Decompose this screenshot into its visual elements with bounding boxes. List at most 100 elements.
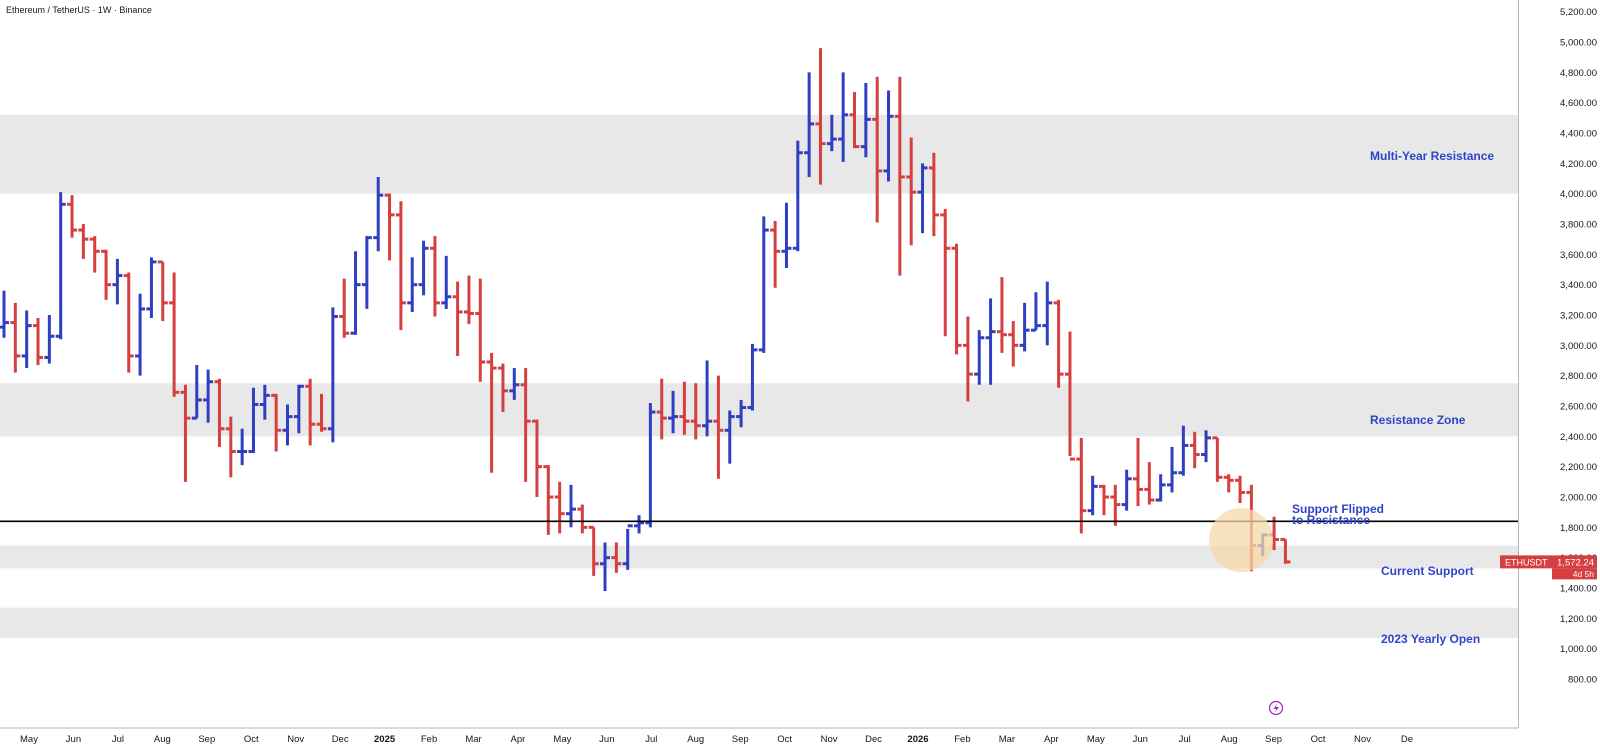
label-multi-year-resistance: Multi-Year Resistance — [1370, 149, 1494, 163]
time-tick-label: May — [20, 734, 38, 745]
price-tick-label: 1,000.00 — [1560, 644, 1597, 655]
ohlc-bar — [1155, 474, 1166, 502]
ohlc-bar — [395, 201, 406, 331]
price-tick-label: 1,200.00 — [1560, 614, 1597, 625]
price-tick-label: 2,000.00 — [1560, 493, 1597, 504]
ohlc-bar — [407, 257, 418, 312]
ohlc-bar — [985, 298, 996, 385]
label-resistance-zone: Resistance Zone — [1370, 413, 1466, 427]
ohlc-bar — [1087, 475, 1098, 516]
price-tick-label: 3,800.00 — [1560, 220, 1597, 231]
ohlc-bar — [1121, 469, 1132, 511]
ohlc-bar — [815, 48, 826, 185]
ohlc-bar — [418, 240, 429, 296]
time-tick-label: Apr — [511, 734, 526, 745]
symbol-title[interactable]: Ethereum / TetherUS · 1W · Binance — [6, 5, 152, 15]
lightning-icon — [1268, 700, 1284, 716]
ohlc-bar — [67, 195, 78, 238]
ohlc-bar — [509, 368, 520, 400]
ohlc-bar — [475, 278, 486, 382]
time-tick-label: Oct — [244, 734, 259, 745]
lightning-icon-bolt — [1273, 703, 1279, 713]
price-tag-bg — [1500, 555, 1597, 569]
countdown-bg — [1552, 568, 1597, 580]
time-tick-label: Feb — [954, 734, 970, 745]
ohlc-bar — [554, 481, 565, 534]
ohlc-bar — [373, 176, 384, 252]
time-tick-label: Jun — [1133, 734, 1148, 745]
overlay-layer: Multi-Year Resistance Resistance Zone Supp… — [0, 149, 1518, 646]
zone-band-4 — [0, 607, 1518, 639]
ohlc-bar — [78, 224, 89, 259]
ohlc-bar — [906, 137, 917, 246]
ohlc-bar — [849, 92, 860, 149]
ohlc-bar — [225, 416, 236, 478]
zone-band-1 — [0, 114, 1518, 194]
ohlc-bar — [463, 275, 474, 325]
ohlc-bar — [180, 384, 191, 482]
ohlc-bar — [758, 216, 769, 353]
time-axis[interactable]: May Jun Jul Aug Sep Oct Nov Dec 2025 Feb Mar Apr May… — [0, 700, 1518, 746]
ohlc-bar — [271, 393, 282, 452]
ohlc-bar — [452, 281, 463, 356]
time-tick-label: Nov — [287, 734, 304, 745]
price-axis[interactable]: 800.001,000.001,200.001,400.001,600.001,… — [1500, 0, 1597, 728]
ohlc-bar — [169, 272, 180, 397]
ohlc-bar — [611, 542, 622, 573]
ohlc-bar — [883, 90, 894, 182]
time-tick-label: Aug — [1221, 734, 1238, 745]
ohlc-bar — [1178, 425, 1189, 476]
ohlc-bar — [146, 257, 157, 319]
time-tick-label: 2026 — [907, 734, 928, 745]
ohlc-bar — [894, 76, 905, 276]
ohlc-bar — [441, 255, 452, 309]
ohlc-bar — [634, 515, 645, 534]
time-tick-label: Jul — [112, 734, 124, 745]
ohlc-bar — [112, 258, 123, 305]
ohlc-bar — [429, 236, 440, 317]
ohlc-bar — [531, 419, 542, 497]
ohlc-bar — [361, 236, 372, 309]
ohlc-bar — [327, 307, 338, 443]
price-tick-label: 2,800.00 — [1560, 371, 1597, 382]
time-tick-label: Nov — [821, 734, 838, 745]
ohlc-bar — [339, 278, 350, 338]
ohlc-bar — [917, 163, 928, 234]
ohlc-bar — [770, 220, 781, 288]
price-tick-label: 2,600.00 — [1560, 402, 1597, 413]
time-tick-label: May — [1087, 734, 1105, 745]
ohlc-bar — [305, 378, 316, 446]
time-tick-label: Mar — [465, 734, 481, 745]
time-tick-label: May — [553, 734, 571, 745]
ohlc-bar — [668, 390, 679, 434]
price-tick-label: 800.00 — [1568, 675, 1597, 686]
ohlc-bar — [44, 315, 55, 364]
ohlc-bar — [951, 243, 962, 355]
ohlc-bar — [747, 343, 758, 411]
ohlc-bar — [690, 383, 701, 440]
ohlc-bar — [872, 76, 883, 223]
highlight-circle — [1209, 508, 1273, 572]
ohlc-bar — [645, 402, 656, 528]
ohlc-bar — [1189, 431, 1200, 469]
ohlc-bar — [838, 72, 849, 162]
price-tick-label: 4,000.00 — [1560, 189, 1597, 200]
ohlc-bar — [600, 542, 611, 592]
price-tick-label: 3,600.00 — [1560, 250, 1597, 261]
ohlc-bar — [55, 192, 66, 340]
ohlc-bar — [214, 378, 225, 447]
ohlc-bar — [191, 365, 202, 420]
price-tick-label: 4,200.00 — [1560, 159, 1597, 170]
price-tick-label: 3,000.00 — [1560, 341, 1597, 352]
price-tag-price: 1,572.24 — [1557, 557, 1594, 568]
price-tick-label: 5,000.00 — [1560, 38, 1597, 49]
time-tick-label: Dec — [865, 734, 882, 745]
ohlc-bar — [974, 330, 985, 385]
ohlc-bar — [566, 484, 576, 528]
ohlc-bar — [962, 316, 973, 402]
time-tick-label: De — [1401, 734, 1413, 745]
ohlc-bar — [135, 293, 146, 376]
